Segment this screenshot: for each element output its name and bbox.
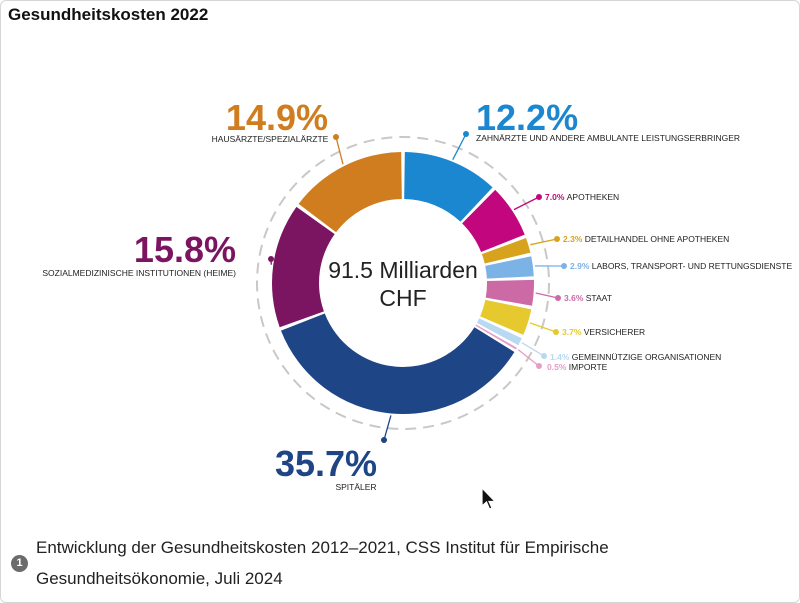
leader-line-hausaerzte-spezialaerzte: [335, 136, 344, 165]
leader-line-importe: [517, 349, 540, 367]
slice-hausaerzte-spezialaerzte: [298, 152, 402, 233]
center-total-label: 91.5 Milliarden: [328, 257, 478, 283]
slice-apotheken: [462, 189, 525, 252]
leader-dot-hausaerzte-spezialaerzte: [333, 134, 339, 140]
category-text-staat: STAAT: [586, 293, 612, 303]
leader-dot-importe: [536, 363, 542, 369]
leader-line-zahnaerzte-und-andere-ambulante-leistungserbringer: [452, 133, 467, 160]
leader-line-gemeinnuetzige-organisationen: [521, 342, 545, 357]
leader-line-staat: [535, 292, 559, 299]
leader-dot-gemeinnuetzige-organisationen: [541, 353, 547, 359]
category-label-spitaeler: SPITÄLER: [335, 482, 376, 492]
leaders-group: 12.2%ZAHNÄRZTE UND ANDERE AMBULANTE LEIS…: [42, 97, 792, 492]
leader-dot-spitaeler: [381, 437, 387, 443]
data-label-gemeinnuetzige-organisationen: 1.4%: [550, 352, 572, 362]
category-text-detailhandel-ohne-apotheken: DETAILHANDEL OHNE APOTHEKEN: [585, 234, 730, 244]
category-label-hausaerzte-spezialaerzte: HAUSÄRZTE/SPEZIALÄRZTE: [212, 134, 329, 144]
slice-gemeinnuetzige-organisationen: [476, 318, 522, 346]
leader-line-versicherer: [529, 322, 557, 333]
category-label-apotheken: 7.0% APOTHEKEN: [545, 192, 619, 202]
data-label-detailhandel-ohne-apotheken: 2.3%: [563, 234, 585, 244]
slice-staat: [485, 279, 534, 306]
category-text-importe: IMPORTE: [569, 362, 608, 372]
category-label-staat: 3.6% STAAT: [564, 293, 612, 303]
data-label-apotheken: 7.0%: [545, 192, 567, 202]
leader-dot-detailhandel-ohne-apotheken: [554, 236, 560, 242]
leader-dot-zahnaerzte-und-andere-ambulante-leistungserbringer: [463, 131, 469, 137]
category-text-apotheken: APOTHEKEN: [567, 192, 619, 202]
slice-detailhandel-ohne-apotheken: [481, 238, 531, 264]
category-label-labors-transport-und-rettungsdienste: 2.9% LABORS, TRANSPORT- UND RETTUNGSDIEN…: [570, 261, 792, 271]
leader-line-detailhandel-ohne-apotheken: [530, 238, 558, 246]
page-title: Gesundheitskosten 2022: [8, 5, 209, 24]
data-label-staat: 3.6%: [564, 293, 586, 303]
slice-importe: [475, 324, 517, 350]
slices-group: [272, 152, 534, 415]
data-label-sozialmedizinische-institutionen-heime: 15.8%: [134, 229, 236, 270]
leader-dot-versicherer: [553, 329, 559, 335]
data-label-versicherer: 3.7%: [562, 327, 584, 337]
leader-dot-labors-transport-und-rettungsdienste: [561, 263, 567, 269]
slice-zahnaerzte-und-andere-ambulante-leistungserbringer: [404, 152, 493, 222]
caption: 1 Entwicklung der Gesundheitskosten 2012…: [11, 532, 732, 594]
category-text-gemeinnuetzige-organisationen: GEMEINNÜTZIGE ORGANISATIONEN: [572, 352, 722, 362]
leader-dot-apotheken: [536, 194, 542, 200]
category-text-labors-transport-und-rettungsdienste: LABORS, TRANSPORT- UND RETTUNGSDIENSTE: [592, 261, 793, 271]
outer-dashed-ring: [256, 136, 550, 430]
slice-versicherer: [480, 299, 532, 335]
footnote-badge: 1: [11, 555, 28, 572]
leader-dot-staat: [555, 295, 561, 301]
data-label-spitaeler: 35.7%: [275, 443, 377, 484]
slice-labors-transport-und-rettungsdienste: [485, 256, 534, 279]
slice-spitaeler: [280, 313, 515, 415]
donut-chart: 12.2%ZAHNÄRZTE UND ANDERE AMBULANTE LEIS…: [42, 97, 792, 492]
category-label-zahnaerzte-und-andere-ambulante-leistungserbringer: ZAHNÄRZTE UND ANDERE AMBULANTE LEISTUNGS…: [476, 133, 740, 143]
data-label-zahnaerzte-und-andere-ambulante-leistungserbringer: 12.2%: [476, 97, 578, 138]
data-label-hausaerzte-spezialaerzte: 14.9%: [226, 97, 328, 138]
category-text-versicherer: VERSICHERER: [584, 327, 645, 337]
data-label-labors-transport-und-rettungsdienste: 2.9%: [570, 261, 592, 271]
category-label-sozialmedizinische-institutionen-heime: SOZIALMEDIZINISCHE INSTITUTIONEN (HEIME): [42, 268, 236, 278]
category-label-versicherer: 3.7% VERSICHERER: [562, 327, 645, 337]
leader-line-spitaeler: [383, 415, 392, 441]
leader-dot-sozialmedizinische-institutionen-heime: [268, 256, 274, 262]
category-label-detailhandel-ohne-apotheken: 2.3% DETAILHANDEL OHNE APOTHEKEN: [563, 234, 729, 244]
data-label-importe: 0.5%: [547, 362, 569, 372]
category-label-importe: 0.5% IMPORTE: [547, 362, 608, 372]
slice-sozialmedizinische-institutionen-heime: [272, 206, 335, 328]
category-label-gemeinnuetzige-organisationen: 1.4% GEMEINNÜTZIGE ORGANISATIONEN: [550, 352, 721, 362]
caption-text[interactable]: Entwicklung der Gesundheitskosten 2012–2…: [36, 538, 609, 588]
mouse-cursor-icon: [481, 487, 497, 510]
leader-line-apotheken: [513, 196, 540, 211]
center-unit-label: CHF: [379, 285, 426, 311]
